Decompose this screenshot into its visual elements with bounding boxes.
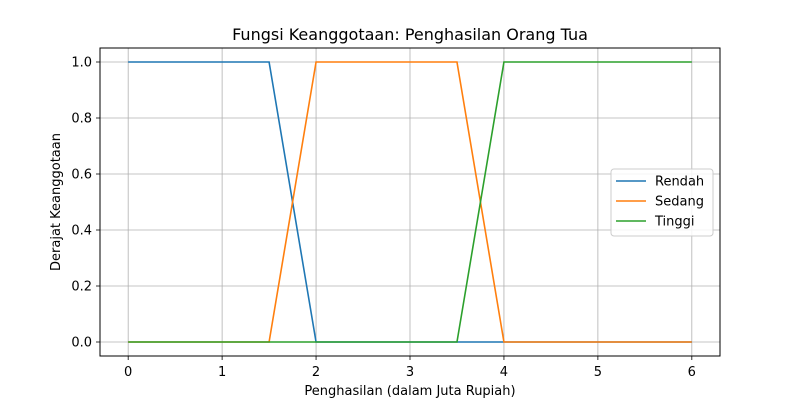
x-tick-label: 6	[688, 365, 696, 380]
x-tick-label: 0	[124, 365, 132, 380]
chart-title: Fungsi Keanggotaan: Penghasilan Orang Tu…	[232, 25, 588, 44]
y-axis-label: Derajat Keanggotaan	[49, 133, 64, 271]
legend-box	[610, 168, 714, 237]
y-tick-label: 0.2	[71, 280, 92, 295]
legend-label-sedang: Sedang	[655, 195, 704, 210]
legend: Rendah Sedang Tinggi	[610, 168, 714, 237]
x-tick-label: 2	[312, 365, 320, 380]
plot-lines	[128, 61, 692, 343]
x-tick-label: 4	[500, 365, 508, 380]
y-tick-label: 0.4	[71, 224, 92, 239]
y-tick-label: 1.0	[71, 56, 92, 71]
x-tick-label: 5	[594, 365, 602, 380]
axis-ticks: 0 1 2 3 4 5 6 0.0 0.2 0.4 0.6 0.8 1.0	[71, 56, 696, 381]
y-tick-label: 0.6	[71, 168, 92, 183]
y-tick-label: 0.8	[71, 112, 92, 127]
series-line-tinggi	[128, 61, 692, 343]
x-axis-label: Penghasilan (dalam Juta Rupiah)	[304, 384, 515, 399]
y-tick-label: 0.0	[71, 336, 92, 351]
legend-label-tinggi: Tinggi	[654, 215, 695, 230]
legend-label-rendah: Rendah	[655, 175, 704, 190]
x-tick-label: 1	[218, 365, 226, 380]
x-tick-label: 3	[406, 365, 414, 380]
